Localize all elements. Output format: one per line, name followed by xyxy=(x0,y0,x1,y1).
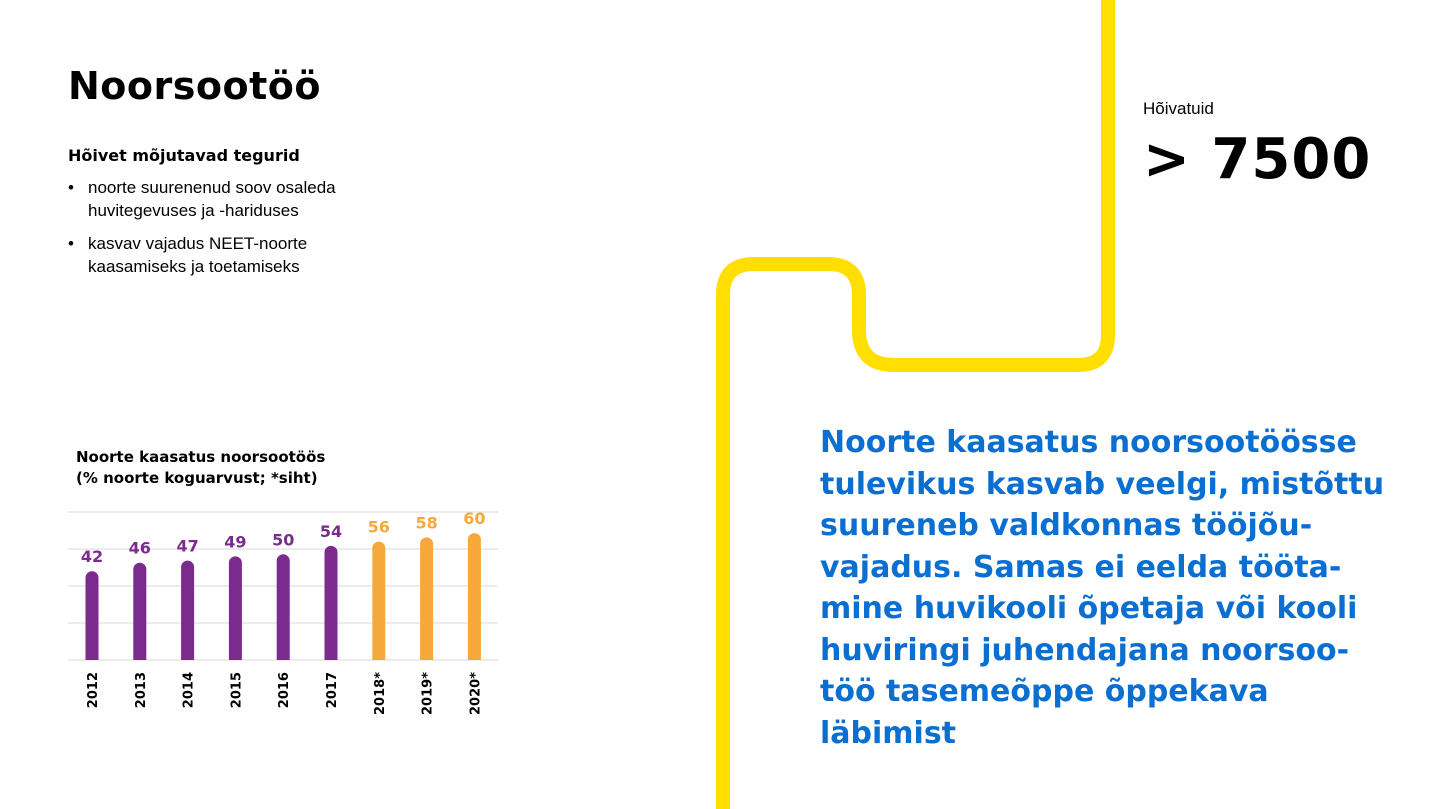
quote-line: läbimist xyxy=(820,715,957,751)
bar xyxy=(420,537,434,660)
bar xyxy=(324,545,338,660)
bar xyxy=(85,571,99,660)
bar xyxy=(181,560,195,660)
data-label: 58 xyxy=(415,513,437,532)
factors-heading: Hõivet mõjutavad tegurid xyxy=(68,146,300,165)
quote-line: töö tasemeõppe õppekava xyxy=(820,674,1269,709)
data-label: 46 xyxy=(129,539,151,558)
quote-line: Noorte kaasatus noorsootöösse xyxy=(820,425,1357,460)
chart-subtitle-line: (% noorte koguarvust; *siht) xyxy=(76,469,318,487)
bar xyxy=(228,556,242,660)
tick-label: 2018* xyxy=(373,672,388,715)
page-title: Noorsootöö xyxy=(68,64,321,108)
data-label: 47 xyxy=(176,537,198,556)
data-label: 42 xyxy=(81,547,103,566)
factor-line: noorte suurenenud soov osaleda xyxy=(88,178,336,197)
tick-label: 2014 xyxy=(182,672,197,708)
data-label: 60 xyxy=(463,509,485,528)
tick-label: 2019* xyxy=(421,672,436,715)
tick-label: 2020* xyxy=(468,672,483,715)
employed-label: Hõivatuid xyxy=(1143,99,1214,118)
bar-chart: 42 2012 46 2013 47 2014 49 2015 50 2016 54 2017 56 20… xyxy=(68,509,498,715)
quote-line: vajadus. Samas ei eelda tööta- xyxy=(820,549,1342,585)
bar xyxy=(467,533,481,660)
data-label: 56 xyxy=(368,518,390,537)
data-label: 50 xyxy=(272,530,294,549)
chart-title: Noorte kaasatus noorsootöös (% noorte ko… xyxy=(76,447,325,489)
factor-line: kasvav vajadus NEET-noorte xyxy=(88,234,308,253)
tick-label: 2017 xyxy=(325,672,340,708)
quote-line: mine huvikooli õpetaja või kooli xyxy=(820,591,1358,626)
tick-label: 2015 xyxy=(229,672,244,708)
data-label: 49 xyxy=(224,532,246,551)
list-item: • noorte suurenenud soov osaleda huviteg… xyxy=(68,176,428,222)
data-label: 54 xyxy=(320,522,342,541)
bullet-marker: • xyxy=(68,234,74,253)
factor-line: kaasamiseks ja toetamiseks xyxy=(88,257,300,276)
bar xyxy=(372,541,386,660)
quote-text: Noorte kaasatus noorsootöösse tulevikus … xyxy=(820,422,1410,754)
bar xyxy=(133,562,147,660)
employed-value: > 7500 xyxy=(1143,127,1372,192)
factors-list: • noorte suurenenud soov osaleda huviteg… xyxy=(68,176,428,288)
quote-line: suureneb valdkonnas tööjõu- xyxy=(820,508,1313,543)
bar xyxy=(276,554,290,660)
tick-label: 2016 xyxy=(277,672,292,708)
tick-label: 2013 xyxy=(134,672,149,708)
tick-label: 2012 xyxy=(86,672,101,708)
quote-line: huviringi juhendajana noorsoo- xyxy=(820,632,1350,668)
factor-line: huvitegevuses ja -hariduses xyxy=(88,201,299,220)
bullet-marker: • xyxy=(68,178,74,197)
chart-title-line: Noorte kaasatus noorsootöös xyxy=(76,448,326,466)
list-item: • kasvav vajadus NEET-noorte kaasamiseks… xyxy=(68,232,428,278)
quote-line: tulevikus kasvab veelgi, mistõttu xyxy=(820,466,1385,502)
